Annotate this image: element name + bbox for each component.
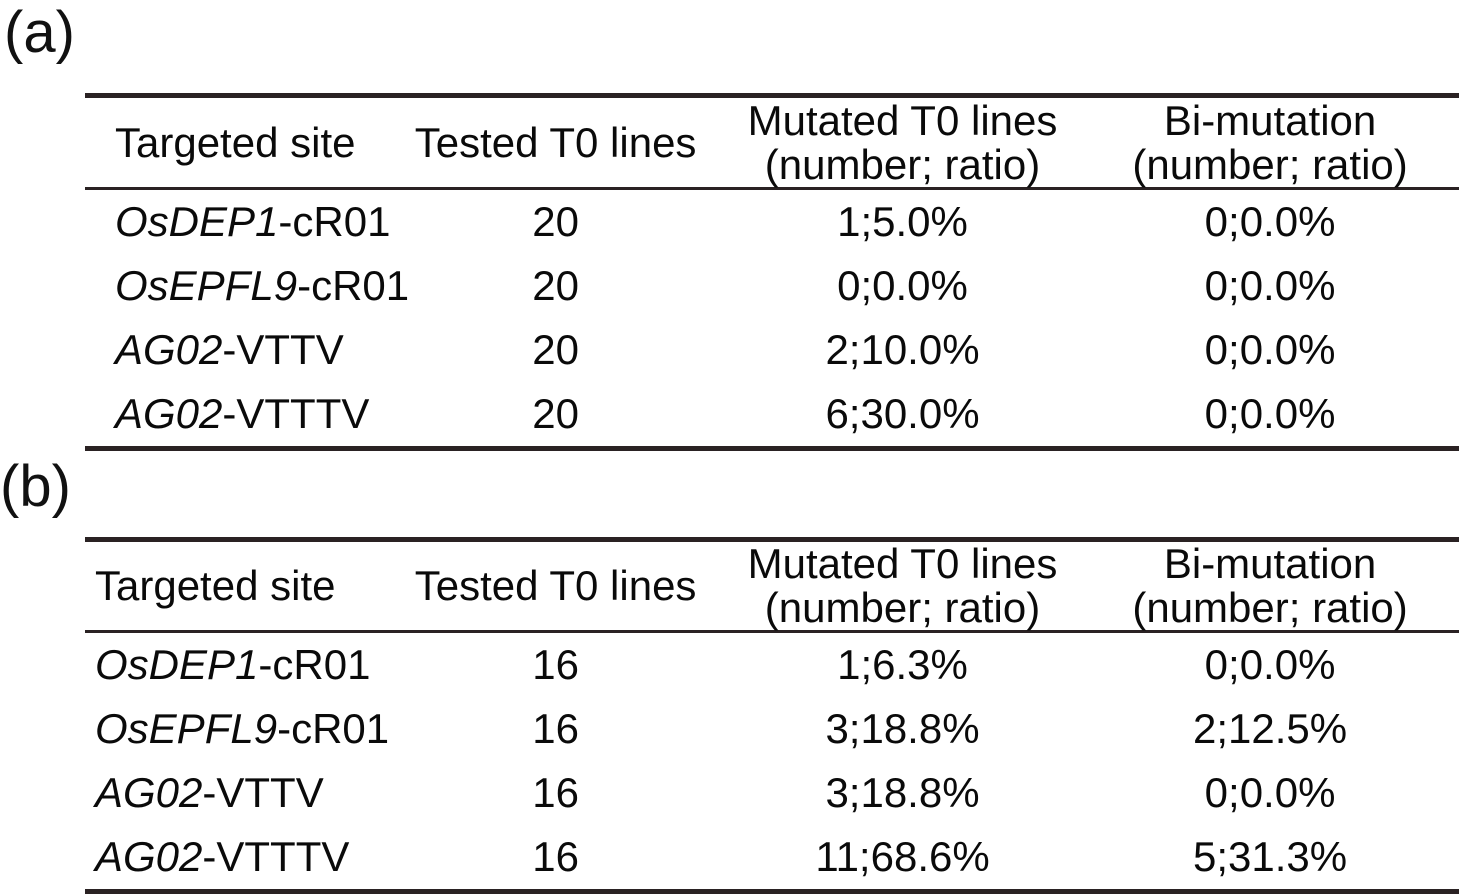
header-text: Tested T0 lines — [414, 562, 697, 609]
cell-tested: 16 — [532, 705, 579, 752]
cell-targeted-site: OsEPFL9-cR01 — [85, 697, 390, 761]
cell-bimutation: 0;0.0% — [1204, 198, 1336, 245]
cell-targeted-site: OsDEP1-cR01 — [85, 632, 387, 698]
table-row: AG02-VTTV 16 3;18.8% 0;0.0% — [85, 761, 1459, 825]
header-text-line2: (number; ratio) — [764, 140, 1041, 188]
cell-mutated: 1;5.0% — [837, 198, 968, 245]
header-text-line1: Bi-mutation — [1163, 540, 1377, 587]
cell-targeted-site: AG02-VTTTV — [85, 825, 387, 892]
cell-mutated: 1;6.3% — [837, 641, 968, 688]
site-suffix: -cR01 — [258, 641, 371, 688]
header-text-line1: Mutated T0 lines — [747, 540, 1058, 587]
site-suffix: -cR01 — [297, 262, 410, 309]
table-row: AG02-VTTTV 16 11;68.6% 5;31.3% — [85, 825, 1459, 892]
table-row: AG02-VTTV 20 2;10.0% 0;0.0% — [85, 318, 1459, 382]
gene-name: OsDEP1 — [115, 198, 279, 245]
cell-mutated: 11;68.6% — [815, 833, 990, 880]
cell-bimutation: 0;0.0% — [1204, 390, 1336, 437]
header-text-line1: Bi-mutation — [1163, 96, 1377, 144]
cell-tested: 16 — [532, 641, 579, 688]
header-text: Targeted site — [115, 118, 356, 166]
cell-tested: 16 — [532, 769, 579, 816]
panel-b-label: (b) — [0, 454, 71, 519]
cell-mutated: 2;10.0% — [825, 326, 980, 373]
header-text-line2: (number; ratio) — [1132, 140, 1408, 188]
gene-name: AG02 — [115, 390, 223, 437]
cell-targeted-site: OsEPFL9-cR01 — [85, 254, 409, 318]
header-targeted-site: Targeted site — [85, 540, 387, 632]
cell-mutated: 3;18.8% — [825, 705, 980, 752]
cell-tested: 20 — [532, 326, 579, 373]
table-row: OsDEP1-cR01 20 1;5.0% 0;0.0% — [85, 189, 1459, 255]
gene-name: AG02 — [115, 326, 223, 373]
site-suffix: -VTTTV — [222, 390, 370, 437]
site-suffix: -VTTV — [222, 326, 344, 373]
gene-name: AG02 — [95, 769, 203, 816]
cell-bimutation: 0;0.0% — [1204, 769, 1336, 816]
site-suffix: -VTTTV — [202, 833, 350, 880]
cell-mutated: 6;30.0% — [825, 390, 980, 437]
gene-name: OsEPFL9 — [115, 262, 298, 309]
header-tested-t0-lines: Tested T0 lines — [387, 540, 724, 632]
table-row: OsEPFL9-cR01 20 0;0.0% 0;0.0% — [85, 254, 1459, 318]
header-mutated-t0-lines: Mutated T0 lines (number; ratio) — [724, 96, 1081, 189]
header-bi-mutation: Bi-mutation (number; ratio) — [1081, 96, 1459, 189]
cell-mutated: 3;18.8% — [825, 769, 980, 816]
site-suffix: -VTTV — [202, 769, 324, 816]
site-suffix: -cR01 — [278, 198, 391, 245]
table-b: Targeted site Tested T0 lines Mutated T0… — [85, 537, 1459, 894]
cell-bimutation: 0;0.0% — [1204, 641, 1336, 688]
panel-a-label: (a) — [4, 0, 75, 65]
cell-tested: 20 — [532, 262, 579, 309]
cell-tested: 20 — [532, 198, 579, 245]
cell-bimutation: 0;0.0% — [1204, 326, 1336, 373]
header-targeted-site: Targeted site — [85, 96, 387, 189]
cell-bimutation: 0;0.0% — [1204, 262, 1336, 309]
header-text: Targeted site — [95, 562, 336, 609]
cell-targeted-site: AG02-VTTTV — [85, 382, 387, 449]
header-text-line2: (number; ratio) — [764, 584, 1041, 631]
header-text-line1: Mutated T0 lines — [747, 96, 1058, 144]
gene-name: OsDEP1 — [95, 641, 259, 688]
table-row: OsDEP1-cR01 16 1;6.3% 0;0.0% — [85, 632, 1459, 698]
cell-bimutation: 2;12.5% — [1193, 705, 1348, 752]
cell-targeted-site: AG02-VTTV — [85, 318, 387, 382]
gene-name: OsEPFL9 — [95, 705, 278, 752]
table-b-header-row: Targeted site Tested T0 lines Mutated T0… — [85, 540, 1459, 632]
table-a-header-row: Targeted site Tested T0 lines Mutated T0… — [85, 96, 1459, 189]
table-row: AG02-VTTTV 20 6;30.0% 0;0.0% — [85, 382, 1459, 449]
cell-targeted-site: AG02-VTTV — [85, 761, 387, 825]
cell-mutated: 0;0.0% — [837, 262, 968, 309]
table-row: OsEPFL9-cR01 16 3;18.8% 2;12.5% — [85, 697, 1459, 761]
header-bi-mutation: Bi-mutation (number; ratio) — [1081, 540, 1459, 632]
header-mutated-t0-lines: Mutated T0 lines (number; ratio) — [724, 540, 1081, 632]
gene-name: AG02 — [95, 833, 203, 880]
site-suffix: -cR01 — [277, 705, 390, 752]
table-a: Targeted site Tested T0 lines Mutated T0… — [85, 93, 1459, 451]
header-tested-t0-lines: Tested T0 lines — [387, 96, 724, 189]
header-text-line2: (number; ratio) — [1132, 584, 1408, 631]
cell-bimutation: 5;31.3% — [1193, 833, 1348, 880]
header-text: Tested T0 lines — [414, 118, 697, 166]
cell-tested: 16 — [532, 833, 579, 880]
cell-tested: 20 — [532, 390, 579, 437]
cell-targeted-site: OsDEP1-cR01 — [85, 189, 391, 255]
